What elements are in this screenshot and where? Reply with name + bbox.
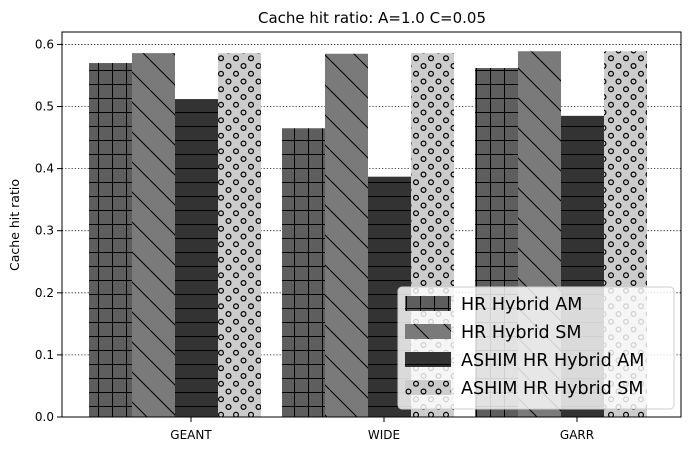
- legend-swatch: [405, 324, 451, 339]
- plot-frame: [61, 31, 682, 418]
- legend: HR Hybrid AM HR Hybrid SM ASHIM HR Hybrid …: [397, 286, 675, 410]
- y-tick-label: 0.2: [35, 286, 54, 300]
- legend-label: HR Hybrid SM: [461, 323, 581, 343]
- legend-swatch: [405, 296, 451, 311]
- legend-box: [397, 286, 675, 410]
- legend-swatch: [405, 352, 451, 367]
- x-tick-label: GEANT: [170, 428, 212, 442]
- legend-label: HR Hybrid AM: [461, 295, 582, 315]
- x-tick-label: WIDE: [368, 428, 400, 442]
- bar-wide-series-1: [282, 128, 325, 417]
- legend-swatch: [405, 380, 451, 395]
- y-axis-label: Cache hit ratio: [7, 179, 22, 271]
- bar-wide-series-2: [325, 53, 368, 417]
- bar-geant-series-4: [218, 53, 261, 417]
- legend-label: ASHIM HR Hybrid SM: [461, 379, 644, 399]
- y-tick-label: 0.3: [35, 224, 54, 238]
- bar-geant-series-2: [132, 53, 175, 417]
- y-tick-label: 0.0: [35, 410, 54, 424]
- axes: 0.0 0.1 0.2 0.3 0.4 0.5 0.6 GEANT WIDE GARR: [35, 31, 682, 442]
- legend-label: ASHIM HR Hybrid AM: [461, 351, 644, 371]
- x-tick-label: GARR: [560, 428, 594, 442]
- y-tick-label: 0.6: [35, 37, 54, 51]
- y-tick-label: 0.1: [35, 348, 54, 362]
- chart-title: Cache hit ratio: A=1.0 C=0.05: [258, 9, 486, 27]
- bar-geant-series-3: [175, 99, 218, 417]
- y-tick-label: 0.4: [35, 162, 54, 176]
- bar-geant-series-1: [89, 63, 132, 417]
- y-tick-label: 0.5: [35, 100, 54, 114]
